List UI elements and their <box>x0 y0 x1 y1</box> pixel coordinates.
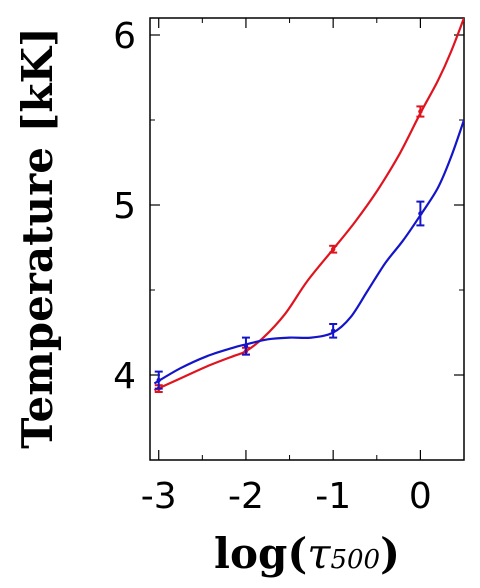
series-2-point <box>418 211 423 216</box>
series-1 <box>153 18 464 393</box>
series-1-line <box>153 18 464 392</box>
x-tick-labels: -3 -2 -1 0 <box>141 476 432 517</box>
x-tick-label: -3 <box>141 476 177 517</box>
series-2-point <box>243 343 249 349</box>
series-2-point <box>330 328 336 333</box>
y-tick-label: 6 <box>113 16 136 57</box>
series-2-line <box>153 119 464 385</box>
x-tick-label: 0 <box>409 476 432 517</box>
x-tick-label: -1 <box>315 476 351 517</box>
y-axis-label: Temperature [kK] <box>13 27 62 449</box>
y-tick-label: 5 <box>113 186 136 227</box>
y-tick-labels: 4 5 6 <box>113 16 136 397</box>
series-2-point <box>156 377 161 383</box>
series-1-point <box>330 247 336 252</box>
x-axis-label: log(τ500) <box>214 529 400 578</box>
series-1-point <box>418 109 423 114</box>
series-2 <box>153 119 464 390</box>
x-tick-label: -2 <box>228 476 264 517</box>
series-group <box>153 18 464 393</box>
y-tick-label: 4 <box>113 356 136 397</box>
plot-frame <box>149 17 465 461</box>
tick-marks <box>150 18 465 461</box>
